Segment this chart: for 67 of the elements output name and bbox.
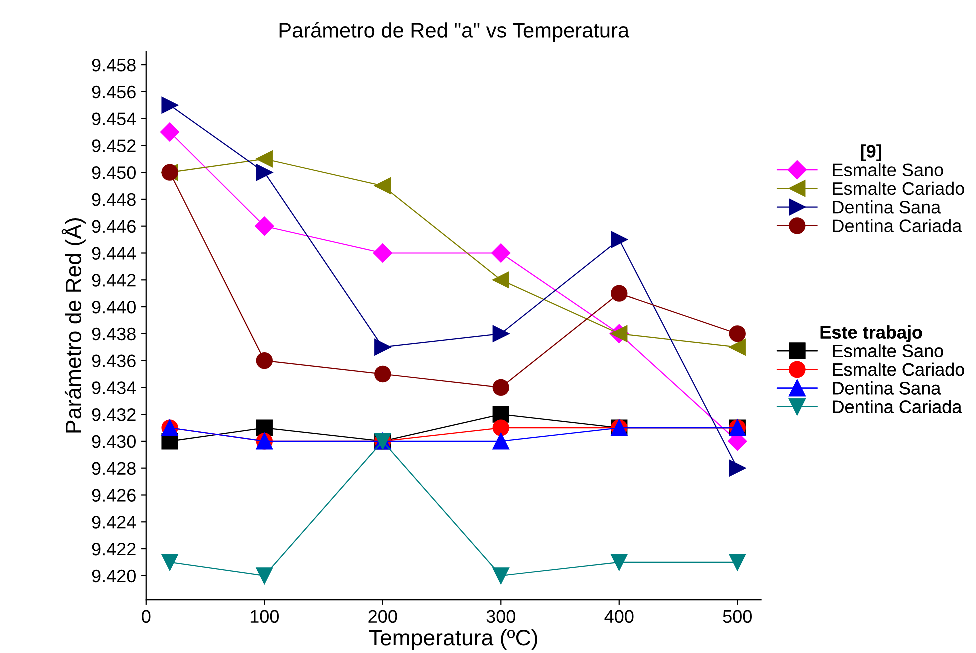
point bbox=[611, 554, 628, 571]
y-tick-label: 9.434 bbox=[92, 382, 136, 394]
text: Este trabajo bbox=[820, 326, 922, 342]
y-tick-label: 9.440 bbox=[92, 300, 136, 314]
y-tick-label: 9.442 bbox=[92, 274, 136, 287]
point bbox=[729, 554, 746, 571]
y-tick-label: 9.424 bbox=[92, 516, 136, 529]
point bbox=[729, 460, 746, 477]
point bbox=[729, 339, 746, 356]
y-tick-label: 9.454 bbox=[92, 112, 136, 126]
point bbox=[492, 326, 510, 342]
point bbox=[492, 568, 510, 584]
x-tick-label: 100 bbox=[250, 610, 280, 624]
legend-label: Dentina Sana bbox=[833, 200, 942, 214]
point bbox=[162, 97, 178, 114]
point bbox=[374, 366, 392, 383]
x-tick-label: 0 bbox=[142, 610, 151, 624]
point bbox=[373, 244, 392, 263]
point bbox=[160, 122, 180, 142]
x-tick-label: 500 bbox=[723, 610, 752, 624]
y-tick-label: 9.452 bbox=[92, 140, 136, 152]
x-axis-title: Temperatura (ºC) bbox=[369, 629, 538, 650]
point bbox=[256, 150, 273, 168]
point bbox=[492, 272, 510, 288]
point bbox=[256, 164, 273, 181]
y-tick-label: 9.456 bbox=[92, 86, 136, 99]
text: [9] bbox=[861, 144, 882, 162]
y-tick-label: 9.430 bbox=[92, 435, 136, 448]
point bbox=[492, 433, 510, 450]
y-tick-label: 9.448 bbox=[92, 193, 136, 206]
point bbox=[162, 554, 178, 571]
y-tick-label: 9.432 bbox=[92, 408, 136, 422]
point bbox=[374, 178, 392, 194]
y-tick-label: 9.458 bbox=[92, 58, 136, 72]
point bbox=[374, 339, 392, 356]
y-tick-label: 9.446 bbox=[92, 220, 136, 234]
point bbox=[611, 285, 628, 302]
point bbox=[492, 420, 510, 436]
y-tick-label: 9.426 bbox=[92, 489, 136, 502]
y-tick-label: 9.420 bbox=[92, 570, 136, 583]
legend-label: Dentina Sana bbox=[833, 382, 942, 395]
y-tick-label: 9.422 bbox=[92, 542, 136, 556]
point bbox=[256, 420, 273, 436]
legend-label: Dentina Cariada bbox=[833, 400, 962, 414]
point bbox=[492, 406, 510, 423]
y-tick-label: 9.436 bbox=[92, 354, 136, 368]
point bbox=[611, 231, 628, 248]
legend-label: Esmalte Sano bbox=[833, 163, 944, 177]
point bbox=[256, 568, 273, 584]
legend-label: Dentina Cariada bbox=[833, 219, 962, 232]
y-tick-label: 9.438 bbox=[92, 328, 136, 341]
y-tick-label: 9.444 bbox=[92, 247, 136, 260]
legend-label: Esmalte Cariado bbox=[833, 182, 964, 196]
x-tick-label: 300 bbox=[486, 610, 516, 624]
point bbox=[492, 244, 511, 263]
chart-title: Parámetro de Red "a" vs Temperatura bbox=[280, 22, 630, 42]
point bbox=[492, 379, 510, 396]
point bbox=[729, 326, 746, 342]
y-tick-label: 9.428 bbox=[92, 462, 136, 476]
y-axis-title: Parámetro de Red (Å) bbox=[62, 218, 86, 433]
legend-label: Esmalte Sano bbox=[833, 344, 944, 358]
x-tick-label: 400 bbox=[604, 610, 634, 624]
x-tick-label: 200 bbox=[368, 610, 398, 624]
point bbox=[255, 216, 274, 236]
legend-label: Esmalte Cariado bbox=[833, 362, 964, 376]
y-tick-label: 9.450 bbox=[92, 166, 136, 180]
point bbox=[256, 352, 273, 370]
